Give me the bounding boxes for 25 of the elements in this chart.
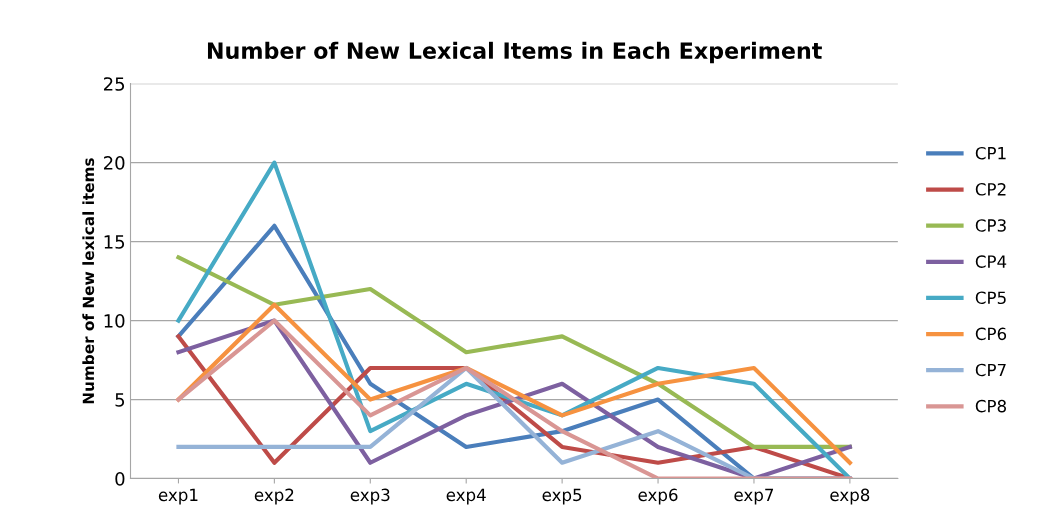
y-tick-label: 25: [103, 77, 125, 91]
y-tick-label: 20: [103, 156, 125, 170]
x-tick-label: exp3: [350, 488, 390, 505]
legend-label: CP6: [975, 327, 1007, 341]
legend-label: CP2: [975, 183, 1006, 196]
line-series: [176, 302, 852, 465]
y-tick-label: 15: [104, 235, 125, 249]
legend-label: CP1: [975, 146, 1006, 160]
legend-label: CP8: [975, 399, 1006, 413]
x-tick-label: exp7: [734, 488, 774, 505]
x-tick-label: exp6: [638, 488, 678, 505]
chart-title: Number of New Lexical Items in Each Experiment: [207, 41, 822, 64]
legend-label: CP5: [975, 291, 1006, 305]
x-tick-label: exp1: [158, 488, 198, 505]
legend-label: CP3: [975, 219, 1006, 232]
x-tick-label: exp5: [542, 488, 582, 505]
x-tick-label: exp4: [446, 488, 486, 505]
y-tick-label: 0: [115, 472, 125, 486]
legend-label: CP4: [975, 255, 1007, 268]
y-tick-label: 5: [115, 393, 125, 407]
x-tick-label: exp8: [830, 488, 870, 505]
y-tick-label: 10: [104, 314, 125, 328]
legend-label: CP7: [975, 363, 1006, 377]
x-tick-label: exp2: [254, 488, 294, 505]
y-axis-title: Number of New lexical items: [82, 158, 95, 404]
